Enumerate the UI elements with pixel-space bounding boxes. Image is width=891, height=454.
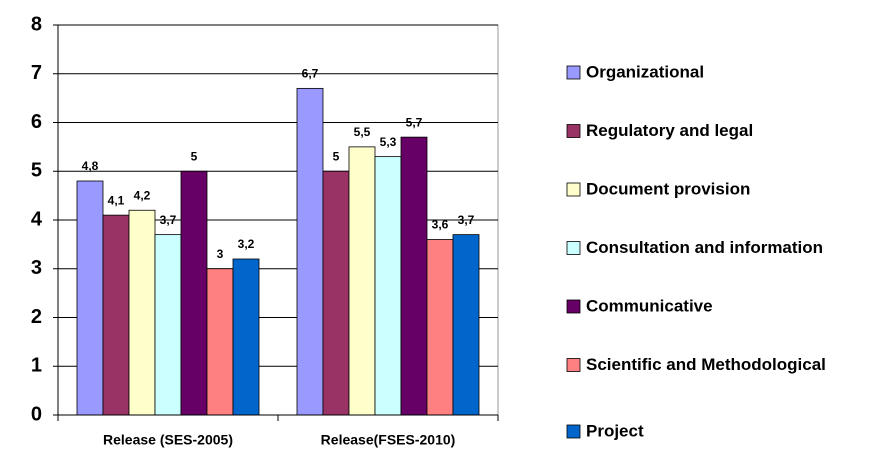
legend-label: Project — [586, 421, 644, 440]
legend-label: Document provision — [586, 179, 750, 198]
legend-label: Consultation and information — [586, 238, 823, 257]
bar — [426, 239, 454, 416]
data-label: 4,1 — [108, 193, 125, 207]
bar — [232, 258, 260, 416]
y-tick-label: 0 — [31, 403, 42, 425]
bar — [296, 87, 324, 416]
legend-swatch — [566, 182, 581, 197]
y-tick-label: 6 — [31, 111, 42, 133]
y-tick-label: 5 — [31, 160, 42, 182]
y-tick-label: 2 — [31, 306, 42, 328]
bar — [76, 180, 104, 416]
data-label: 4,8 — [82, 159, 99, 173]
y-tick-label: 4 — [31, 208, 43, 230]
y-tick-label: 1 — [31, 355, 42, 377]
x-tick-label: Release (SES-2005) — [103, 432, 233, 448]
bar — [400, 136, 428, 416]
data-label: 3,7 — [160, 213, 177, 227]
data-label: 3,6 — [432, 218, 449, 232]
data-label: 5,3 — [380, 135, 397, 149]
data-label: 4,2 — [134, 188, 151, 202]
legend-swatch — [566, 241, 581, 255]
data-label: 5,7 — [406, 115, 423, 129]
bar — [180, 170, 208, 416]
legend-swatch — [566, 124, 581, 138]
data-label: 3,2 — [238, 237, 255, 251]
data-label: 5,5 — [354, 125, 371, 139]
bar — [206, 268, 234, 416]
bar — [452, 234, 480, 416]
legend-swatch — [566, 358, 581, 372]
legend-swatch — [566, 299, 581, 314]
data-label: 5 — [191, 149, 198, 163]
bar — [128, 209, 156, 416]
y-tick-label: 8 — [31, 13, 42, 35]
bar — [154, 234, 182, 416]
legend-swatch — [566, 65, 581, 80]
bar — [348, 146, 376, 416]
data-label: 3 — [217, 247, 224, 261]
legend-label: Regulatory and legal — [586, 121, 753, 140]
data-label: 5 — [333, 149, 340, 163]
legend-label: Communicative — [586, 296, 713, 315]
bar — [102, 214, 130, 416]
data-label: 6,7 — [302, 67, 319, 81]
y-tick-label: 3 — [31, 257, 42, 279]
y-tick-label: 7 — [31, 62, 42, 84]
data-label: 3,7 — [458, 213, 475, 227]
x-tick-label: Release(FSES-2010) — [321, 432, 456, 448]
bar — [374, 156, 402, 416]
legend-swatch — [566, 424, 581, 439]
legend-label: Scientific and Methodological — [586, 355, 826, 374]
bar — [322, 170, 350, 416]
legend-label: Organizational — [586, 62, 704, 81]
